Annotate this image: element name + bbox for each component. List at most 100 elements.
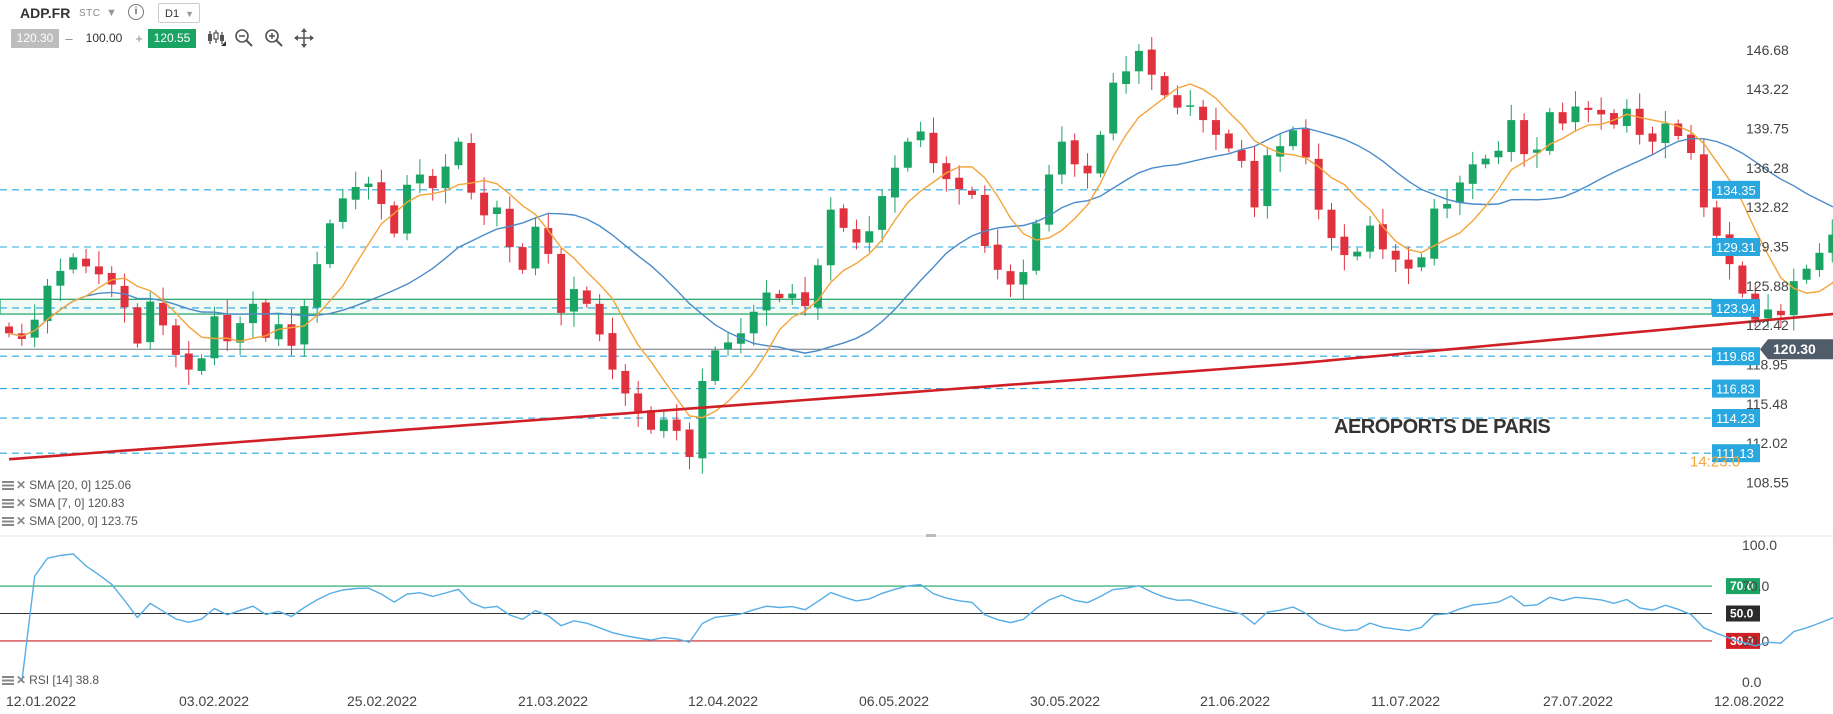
level-tag[interactable] [1712,347,1760,366]
candle[interactable] [1404,259,1413,269]
candle[interactable] [878,196,887,230]
candle[interactable] [1378,224,1387,250]
candle[interactable] [801,292,810,307]
candle[interactable] [1314,158,1323,210]
candle[interactable] [287,324,296,346]
candle[interactable] [1327,209,1336,239]
candle[interactable] [993,244,1002,270]
candle[interactable] [1057,141,1066,175]
candle[interactable] [1134,50,1143,72]
settings-icon[interactable] [2,517,14,527]
candle[interactable] [1789,281,1798,316]
candle[interactable] [698,380,707,459]
candle[interactable] [1237,149,1246,161]
candle[interactable] [69,257,78,270]
rsi-level-tag[interactable] [1726,605,1760,622]
candle[interactable] [942,163,951,180]
candle[interactable] [1648,133,1657,142]
candle[interactable] [1532,149,1541,153]
candle[interactable] [1366,225,1375,252]
settings-icon[interactable] [2,676,14,686]
candle[interactable] [313,264,322,308]
indicator-rsi[interactable]: ✕ RSI [14] 38.8 [2,673,99,687]
candle[interactable] [82,258,91,267]
candle[interactable] [518,247,527,270]
candle[interactable] [788,293,797,299]
zoom-out-icon[interactable] [233,27,255,49]
volume-increase-button[interactable]: + [135,31,143,46]
info-icon[interactable]: i [128,4,144,20]
pane-resize-handle[interactable] [926,534,936,537]
candle[interactable] [955,177,964,190]
candle[interactable] [415,174,424,184]
buy-price-button[interactable]: 120.55 [148,29,196,48]
candle[interactable] [980,194,989,246]
candle[interactable] [1289,130,1297,147]
candle[interactable] [1455,182,1464,203]
candle[interactable] [480,192,489,216]
settings-icon[interactable] [2,499,14,509]
candle[interactable] [826,209,835,266]
candle[interactable] [1687,134,1696,153]
candle[interactable] [351,187,360,200]
close-icon[interactable]: ✕ [16,673,27,687]
candle[interactable] [120,285,129,308]
candle[interactable] [261,302,270,338]
candle[interactable] [762,292,771,311]
candle[interactable] [1584,107,1593,110]
sma7-line[interactable] [8,83,1833,419]
last-price-tag[interactable] [1760,339,1833,360]
candle[interactable] [326,223,334,265]
volume-decrease-button[interactable]: – [65,31,73,46]
candle[interactable] [595,303,604,335]
candle[interactable] [5,326,13,334]
candle[interactable] [711,350,720,381]
candle[interactable] [210,316,219,359]
indicator-sma20[interactable]: ✕ SMA [20, 0] 125.06 [2,478,131,492]
candle[interactable] [839,208,848,228]
level-tag[interactable] [1712,379,1760,398]
candle[interactable] [1712,207,1721,236]
candle[interactable] [621,370,630,394]
candle[interactable] [1520,120,1529,155]
move-icon[interactable] [293,27,315,49]
candle[interactable] [569,289,578,312]
candle[interactable] [1635,108,1644,135]
candle[interactable] [1661,123,1670,144]
candle[interactable] [749,311,758,334]
candle[interactable] [1019,272,1028,285]
candle[interactable] [377,182,386,205]
candle[interactable] [467,143,476,193]
candle[interactable] [428,175,437,189]
level-tag[interactable] [1712,444,1760,463]
candle[interactable] [544,228,553,254]
candle[interactable] [274,324,283,340]
candle[interactable] [608,333,617,370]
candle[interactable] [1417,257,1426,268]
candle[interactable] [1122,71,1131,85]
candle[interactable] [364,183,373,188]
candle[interactable] [775,293,784,299]
candle[interactable] [1674,123,1683,136]
candle[interactable] [94,266,103,275]
candle[interactable] [1006,271,1015,285]
sma200-line[interactable] [8,295,1833,461]
candle[interactable] [236,323,245,343]
candle[interactable] [929,132,938,164]
indicator-sma200[interactable]: ✕ SMA [200, 0] 123.75 [2,514,138,528]
candle[interactable] [159,302,168,326]
level-tag[interactable] [1712,238,1760,257]
candle[interactable] [916,131,925,141]
candle[interactable] [1083,165,1092,174]
candle[interactable] [1173,95,1182,108]
candle[interactable] [1160,76,1169,96]
close-icon[interactable]: ✕ [16,478,27,492]
close-icon[interactable]: ✕ [16,496,27,510]
candle[interactable] [865,231,874,243]
candle[interactable] [492,207,501,215]
candle[interactable] [1443,204,1452,209]
candle[interactable] [1301,128,1310,158]
candle[interactable] [390,205,399,234]
